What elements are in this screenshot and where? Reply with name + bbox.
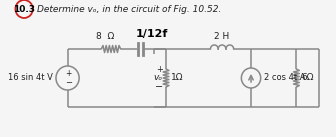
Text: 2 H: 2 H	[214, 32, 230, 41]
Text: 2 cos 4t A: 2 cos 4t A	[263, 73, 305, 82]
Text: 1/12f: 1/12f	[135, 29, 168, 39]
Text: vₒ: vₒ	[154, 73, 163, 82]
Text: 1Ω: 1Ω	[171, 73, 183, 82]
Text: 6Ω: 6Ω	[301, 73, 314, 82]
Text: 10.3: 10.3	[13, 5, 35, 14]
Text: Determine vₒ, in the circuit of Fig. 10.52.: Determine vₒ, in the circuit of Fig. 10.…	[37, 5, 221, 14]
Text: +: +	[65, 69, 72, 79]
Text: +: +	[156, 65, 163, 73]
Text: 8  Ω: 8 Ω	[96, 32, 114, 41]
Text: 16 sin 4t V: 16 sin 4t V	[8, 73, 53, 82]
Text: −: −	[155, 82, 163, 92]
Text: −: −	[65, 79, 72, 88]
